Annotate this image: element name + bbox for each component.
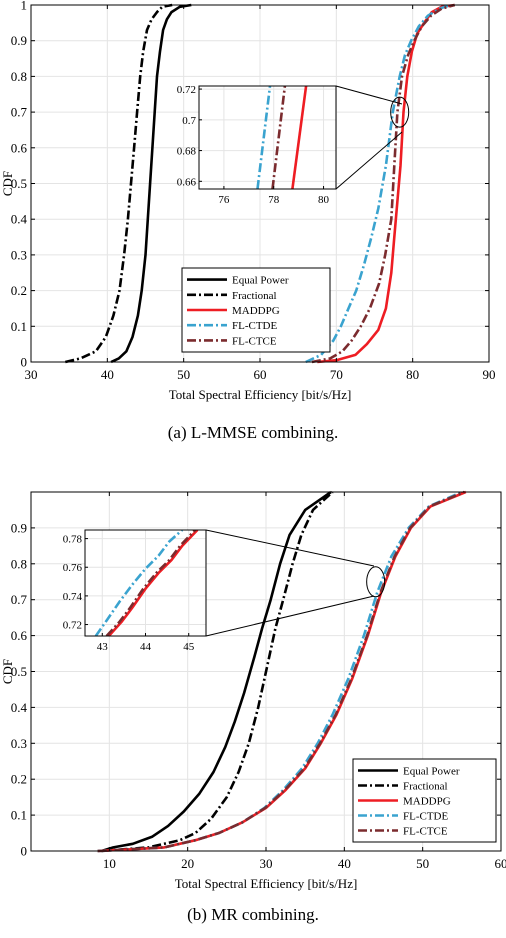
y-tick-label: 0.5 <box>11 664 27 679</box>
legend-label-fl-ctce: FL-CTCE <box>403 826 448 838</box>
y-tick-label: 0.4 <box>11 212 28 227</box>
y-tick-label: 0.2 <box>11 283 27 298</box>
inset-x-tick-label: 43 <box>97 641 109 653</box>
zoom-inset: 76 78 80 0.66 0.68 0.7 0.72 <box>177 84 337 206</box>
inset-frame <box>198 85 337 190</box>
legend-label-equal-power: Equal Power <box>403 766 460 778</box>
y-tick-label: 0.6 <box>11 628 28 643</box>
x-tick-label: 80 <box>406 367 419 382</box>
y-tick-label: 0.9 <box>11 520 27 535</box>
inset-lines <box>256 86 308 189</box>
x-tick-label: 70 <box>330 367 343 382</box>
y-tick-label: 0.1 <box>11 808 27 823</box>
inset-line-fl-ctce <box>271 86 287 189</box>
x-tick-label: 40 <box>338 856 351 871</box>
zoom-connector-line <box>335 85 403 105</box>
inset-x-tick-label: 78 <box>268 194 280 206</box>
inset-lines <box>94 530 199 636</box>
chart-lmmse: 30 40 50 60 70 80 90 0 0.1 0.2 0.3 0.4 0.5 0.6 0.7 0.8 0… <box>0 0 496 402</box>
legend-label-fractional: Fractional <box>403 781 448 793</box>
caption-b: (b) MR combining. <box>187 905 319 924</box>
legend-box <box>352 758 497 843</box>
y-tick-label: 0.3 <box>11 736 27 751</box>
x-tick-label: 50 <box>416 856 429 871</box>
y-tick-label: 1 <box>21 0 28 13</box>
legend-label-fl-ctde: FL-CTDE <box>232 320 278 332</box>
inset-y-tick-label: 0.7 <box>182 115 196 127</box>
y-tick-label: 0 <box>21 355 28 370</box>
inset-y-tick-label: 0.78 <box>63 534 83 546</box>
x-tick-label: 20 <box>181 856 194 871</box>
series-line-fl-ctce <box>97 490 465 853</box>
inset-line-fl-ctce <box>105 530 197 636</box>
inset-x-tick-label: 45 <box>183 641 195 653</box>
legend-label-fl-ctde: FL-CTDE <box>403 811 449 823</box>
y-tick-label: 0 <box>21 844 28 859</box>
chart-mr: 10 20 30 40 50 60 0 0.1 0.2 0.3 0.4 0.5 0.6 0.7 0.8 0.9… <box>0 490 506 891</box>
series-line-fractional <box>65 3 173 364</box>
y-axis-label: CDF <box>0 171 15 196</box>
inset-line-maddpg <box>291 86 308 189</box>
inset-y-tick-label: 0.72 <box>177 84 196 96</box>
x-tick-label: 40 <box>101 367 114 382</box>
inset-line-fl-ctde <box>256 86 272 189</box>
legend-label-maddpg: MADDPG <box>403 796 451 808</box>
zoom-connector-line <box>205 595 375 637</box>
inset-line-fl-ctde <box>94 530 184 636</box>
legend: Equal Power Fractional MADDPG FL-CTDE FL-CTC… <box>181 267 331 353</box>
legend: Equal Power Fractional MADDPG FL-CTDE FL-CTC… <box>352 758 497 843</box>
legend-label-equal-power: Equal Power <box>232 275 289 287</box>
zoom-ellipse <box>390 96 410 128</box>
y-tick-label: 0.8 <box>11 69 27 84</box>
x-axis-label: Total Spectral Efficiency [bit/s/Hz] <box>175 876 358 891</box>
inset-x-tick-label: 80 <box>318 194 330 206</box>
series-line-fl-ctde <box>305 3 452 364</box>
inset-x-tick-label: 76 <box>218 194 230 206</box>
zoom-connector-line <box>205 529 375 567</box>
inset-y-tick-label: 0.66 <box>177 176 197 188</box>
y-tick-label: 0.6 <box>11 140 28 155</box>
y-tick-label: 0.9 <box>11 33 27 48</box>
x-tick-label: 30 <box>25 367 38 382</box>
inset-y-tick-label: 0.68 <box>177 146 197 158</box>
inset-line-maddpg <box>107 530 199 636</box>
y-tick-label: 0.5 <box>11 176 27 191</box>
caption-a: (a) L-MMSE combining. <box>167 423 339 442</box>
y-axis-label: CDF <box>0 659 15 684</box>
y-tick-label: 0.7 <box>11 105 28 120</box>
series-line-equal-power <box>110 3 192 364</box>
y-tick-label: 0.4 <box>11 700 28 715</box>
y-tick-label: 0.8 <box>11 556 27 571</box>
x-tick-label: 60 <box>254 367 267 382</box>
legend-label-maddpg: MADDPG <box>232 305 280 317</box>
y-tick-label: 0.7 <box>11 592 28 607</box>
y-tick-label: 0.2 <box>11 772 27 787</box>
series-line-equal-power <box>101 490 332 853</box>
series-line-fractional <box>101 491 334 853</box>
zoom-connector-line <box>335 131 403 190</box>
inset-y-tick-label: 0.76 <box>63 562 83 574</box>
series-line-fl-ctce <box>311 3 456 364</box>
x-axis-label: Total Spectral Efficiency [bit/s/Hz] <box>169 387 352 402</box>
legend-label-fractional: Fractional <box>232 290 277 302</box>
x-tick-label: 50 <box>177 367 190 382</box>
inset-y-tick-label: 0.74 <box>63 591 83 603</box>
zoom-inset: 43 44 45 0.72 0.74 0.76 0.78 <box>63 529 207 653</box>
inset-y-tick-label: 0.72 <box>63 620 82 632</box>
inset-x-tick-label: 44 <box>140 641 152 653</box>
legend-label-fl-ctce: FL-CTCE <box>232 335 277 347</box>
x-tick-label: 30 <box>260 856 273 871</box>
y-tick-label: 0.1 <box>11 319 27 334</box>
y-tick-label: 0.3 <box>11 247 27 262</box>
x-tick-label: 10 <box>103 856 116 871</box>
zoom-ellipse <box>366 566 386 598</box>
x-tick-label: 60 <box>495 856 506 871</box>
x-tick-label: 90 <box>483 367 496 382</box>
